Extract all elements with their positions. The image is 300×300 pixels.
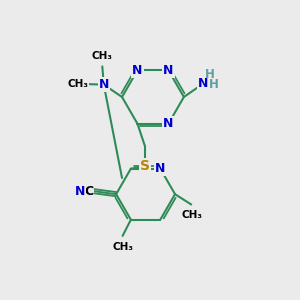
Text: H: H bbox=[209, 78, 219, 91]
Text: H: H bbox=[205, 68, 214, 81]
Text: N: N bbox=[75, 185, 85, 198]
Text: CH₃: CH₃ bbox=[112, 242, 133, 252]
Text: N: N bbox=[155, 162, 166, 175]
Text: N: N bbox=[132, 64, 143, 77]
Text: N: N bbox=[163, 64, 174, 77]
Text: CH₃: CH₃ bbox=[68, 79, 89, 89]
Text: CH₃: CH₃ bbox=[92, 51, 113, 61]
Text: S: S bbox=[140, 160, 150, 173]
Text: C: C bbox=[84, 185, 93, 198]
Text: N: N bbox=[163, 117, 174, 130]
Text: N: N bbox=[198, 77, 208, 90]
Text: CH₃: CH₃ bbox=[182, 210, 203, 220]
Text: N: N bbox=[99, 78, 109, 91]
